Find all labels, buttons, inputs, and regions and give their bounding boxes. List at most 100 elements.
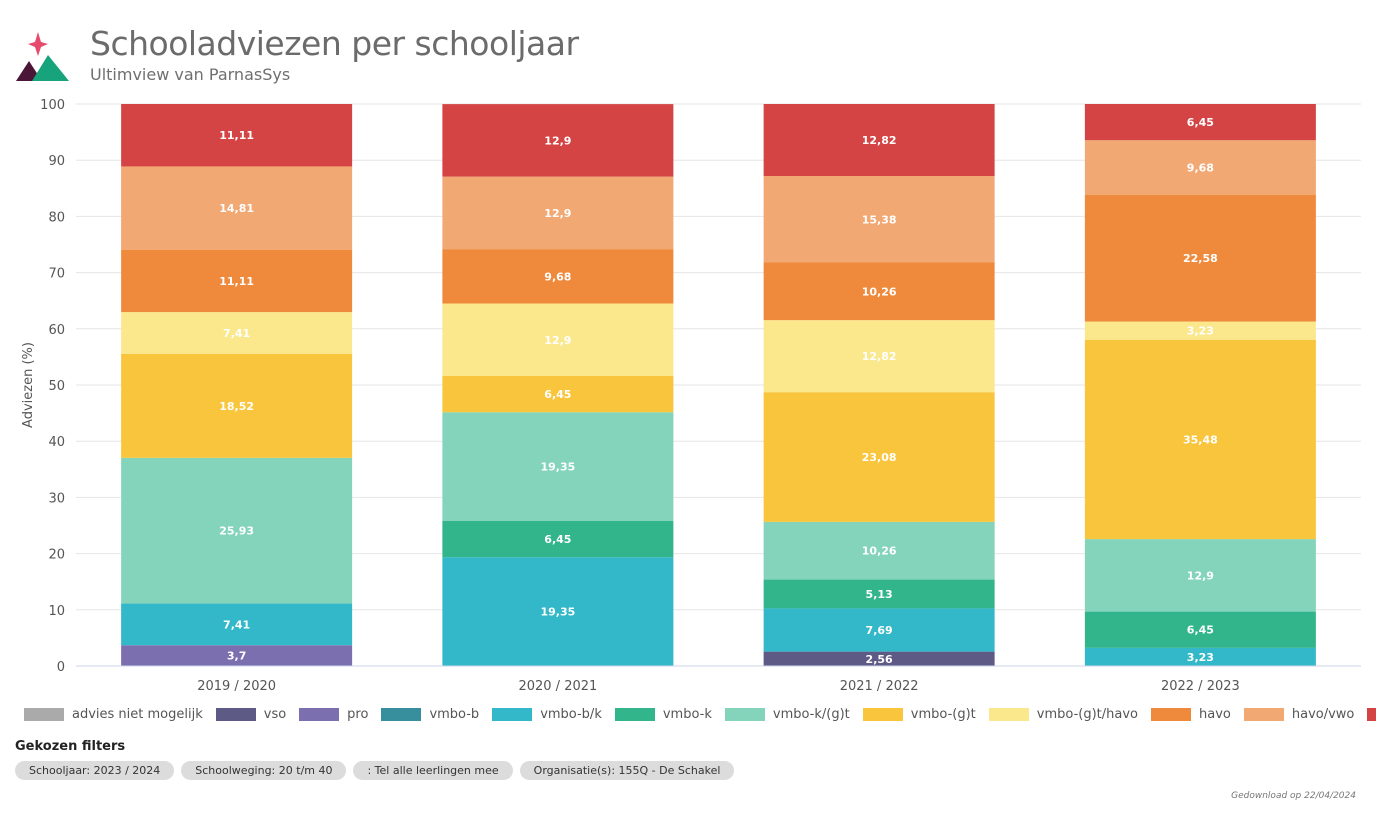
bar-vmbo-g-t-havo[interactable]: [1084, 321, 1316, 340]
y-axis-ticks: 0 10 20 30 40 50 60 70 80 90 100: [40, 98, 65, 675]
y-tick-label: 70: [48, 267, 65, 282]
bar-pro[interactable]: [121, 645, 353, 666]
bar-vmbo-g-t[interactable]: [1084, 339, 1316, 540]
data-label: 15,38: [862, 213, 897, 226]
legend-swatch: [988, 707, 1029, 721]
y-tick-label: 30: [48, 491, 65, 506]
bar-vwo[interactable]: [1084, 104, 1316, 141]
legend-label: vmbo-k/(g)t: [772, 706, 850, 722]
legend-label: vso: [263, 706, 287, 722]
data-label: 10,26: [862, 285, 897, 298]
legend-swatch: [724, 707, 765, 721]
data-label: 7,69: [866, 624, 893, 637]
x-tick-label: 2022 / 2023: [1161, 679, 1240, 694]
data-label: 3,23: [1187, 651, 1214, 664]
bar-vmbo-b-k[interactable]: [763, 608, 995, 652]
legend-item[interactable]: vwo: [1367, 707, 1376, 722]
legend-item[interactable]: vmbo-k/(g)t: [724, 706, 850, 722]
bar-havo[interactable]: [763, 262, 995, 321]
legend-item[interactable]: havo: [1151, 707, 1231, 722]
legend-swatch: [299, 707, 340, 721]
bar-vmbo-g-t-havo[interactable]: [763, 320, 995, 393]
bar-vmbo-k-g-t[interactable]: [121, 457, 353, 604]
y-tick-label: 20: [48, 548, 65, 563]
legend-item[interactable]: vmbo-k: [614, 707, 712, 722]
logo: [16, 32, 69, 81]
bar-vmbo-g-t-havo[interactable]: [442, 303, 674, 377]
legend-item[interactable]: vmbo-b: [381, 707, 479, 722]
bar-vmbo-g-t-havo[interactable]: [121, 312, 353, 354]
data-label: 12,9: [1187, 569, 1214, 582]
bar-vwo[interactable]: [763, 104, 995, 177]
bar-havo-vwo[interactable]: [121, 166, 353, 250]
bar-vmbo-g-t[interactable]: [121, 353, 353, 458]
filter-chip[interactable]: Schoolweging: 20 t/m 40: [181, 761, 347, 780]
filter-chip[interactable]: Organisatie(s): 155Q - De Schakel: [519, 761, 735, 780]
legend-swatch: [1151, 707, 1192, 721]
legend-swatch: [381, 707, 422, 721]
bar-havo-vwo[interactable]: [763, 176, 995, 263]
bar-vwo[interactable]: [442, 104, 674, 177]
legend: advies niet mogelijk vso pro vmbo-b vmbo-b/k…: [24, 703, 1376, 725]
bar-havo[interactable]: [121, 249, 353, 313]
legend-swatch: [492, 707, 533, 721]
data-label: 12,9: [544, 207, 571, 220]
data-label: 7,41: [223, 618, 250, 631]
data-label: 12,9: [544, 334, 571, 347]
legend-label: vmbo-b: [429, 706, 480, 722]
filter-chips: Schooljaar: 2023 / 2024 Schoolweging: 20 …: [15, 761, 735, 780]
legend-item[interactable]: vmbo-(g)t: [862, 706, 976, 722]
bar-vmbo-b-k[interactable]: [1084, 647, 1316, 666]
data-label: 3,23: [1187, 325, 1214, 338]
data-label: 6,45: [544, 533, 571, 546]
legend-swatch: [862, 707, 903, 721]
bar-vmbo-k[interactable]: [763, 579, 995, 609]
y-tick-label: 90: [48, 154, 65, 169]
data-label: 25,93: [219, 525, 254, 538]
bar-havo[interactable]: [1084, 194, 1316, 322]
bar-vmbo-k-g-t[interactable]: [1084, 539, 1316, 612]
data-label: 11,11: [219, 275, 254, 288]
legend-item[interactable]: pro: [299, 707, 368, 722]
data-label: 9,68: [1187, 161, 1214, 174]
stacked-bar-chart: 0 10 20 30 40 50 60 70 80 90 100 Adviezen (%) 3,7 7…: [21, 98, 1361, 694]
data-label: 3,7: [227, 650, 247, 663]
data-label: 23,08: [862, 451, 897, 464]
download-date: Gedownload op 22/04/2024: [1231, 791, 1356, 801]
data-label: 22,58: [1183, 252, 1218, 265]
bar-havo[interactable]: [442, 249, 674, 304]
legend-swatch: [614, 707, 655, 721]
bar-vmbo-k-g-t[interactable]: [763, 521, 995, 580]
filters-title: Gekozen filters: [15, 739, 126, 754]
data-label: 2,56: [866, 653, 893, 666]
bar-vmbo-b-k[interactable]: [442, 557, 674, 666]
filter-chip[interactable]: Schooljaar: 2023 / 2024: [15, 761, 175, 780]
legend-label: vmbo-(g)t: [910, 706, 976, 722]
bar-vmbo-g-t[interactable]: [442, 376, 674, 413]
legend-swatch: [24, 707, 64, 721]
filter-chip[interactable]: : Tel alle leerlingen mee: [353, 761, 513, 780]
bar-vmbo-k[interactable]: [442, 521, 674, 558]
legend-item[interactable]: vmbo-b/k: [492, 707, 602, 722]
legend-item[interactable]: vmbo-(g)t/havo: [988, 707, 1138, 722]
data-label: 9,68: [544, 270, 571, 283]
bar-vmbo-k[interactable]: [1084, 611, 1316, 648]
bar-vmbo-g-t[interactable]: [763, 392, 995, 522]
data-label: 19,35: [540, 461, 575, 474]
y-tick-label: 40: [48, 435, 65, 450]
legend-swatch: [1367, 707, 1376, 721]
legend-item[interactable]: havo/vwo: [1243, 707, 1354, 722]
data-label: 7,41: [223, 327, 250, 340]
bar-vmbo-b-k[interactable]: [121, 603, 353, 646]
x-tick-label: 2019 / 2020: [197, 679, 276, 694]
page-subtitle: Ultimview van ParnasSys: [90, 65, 291, 84]
bar-vwo[interactable]: [121, 104, 353, 167]
bar-havo-vwo[interactable]: [1084, 140, 1316, 195]
legend-swatch: [1243, 707, 1284, 721]
legend-item[interactable]: vso: [215, 706, 287, 722]
bar-vso[interactable]: [763, 651, 995, 666]
legend-item[interactable]: advies niet mogelijk: [24, 707, 203, 722]
bar-vmbo-k-g-t[interactable]: [442, 412, 674, 522]
y-axis-label: Adviezen (%): [21, 342, 36, 428]
bar-havo-vwo[interactable]: [442, 176, 674, 250]
